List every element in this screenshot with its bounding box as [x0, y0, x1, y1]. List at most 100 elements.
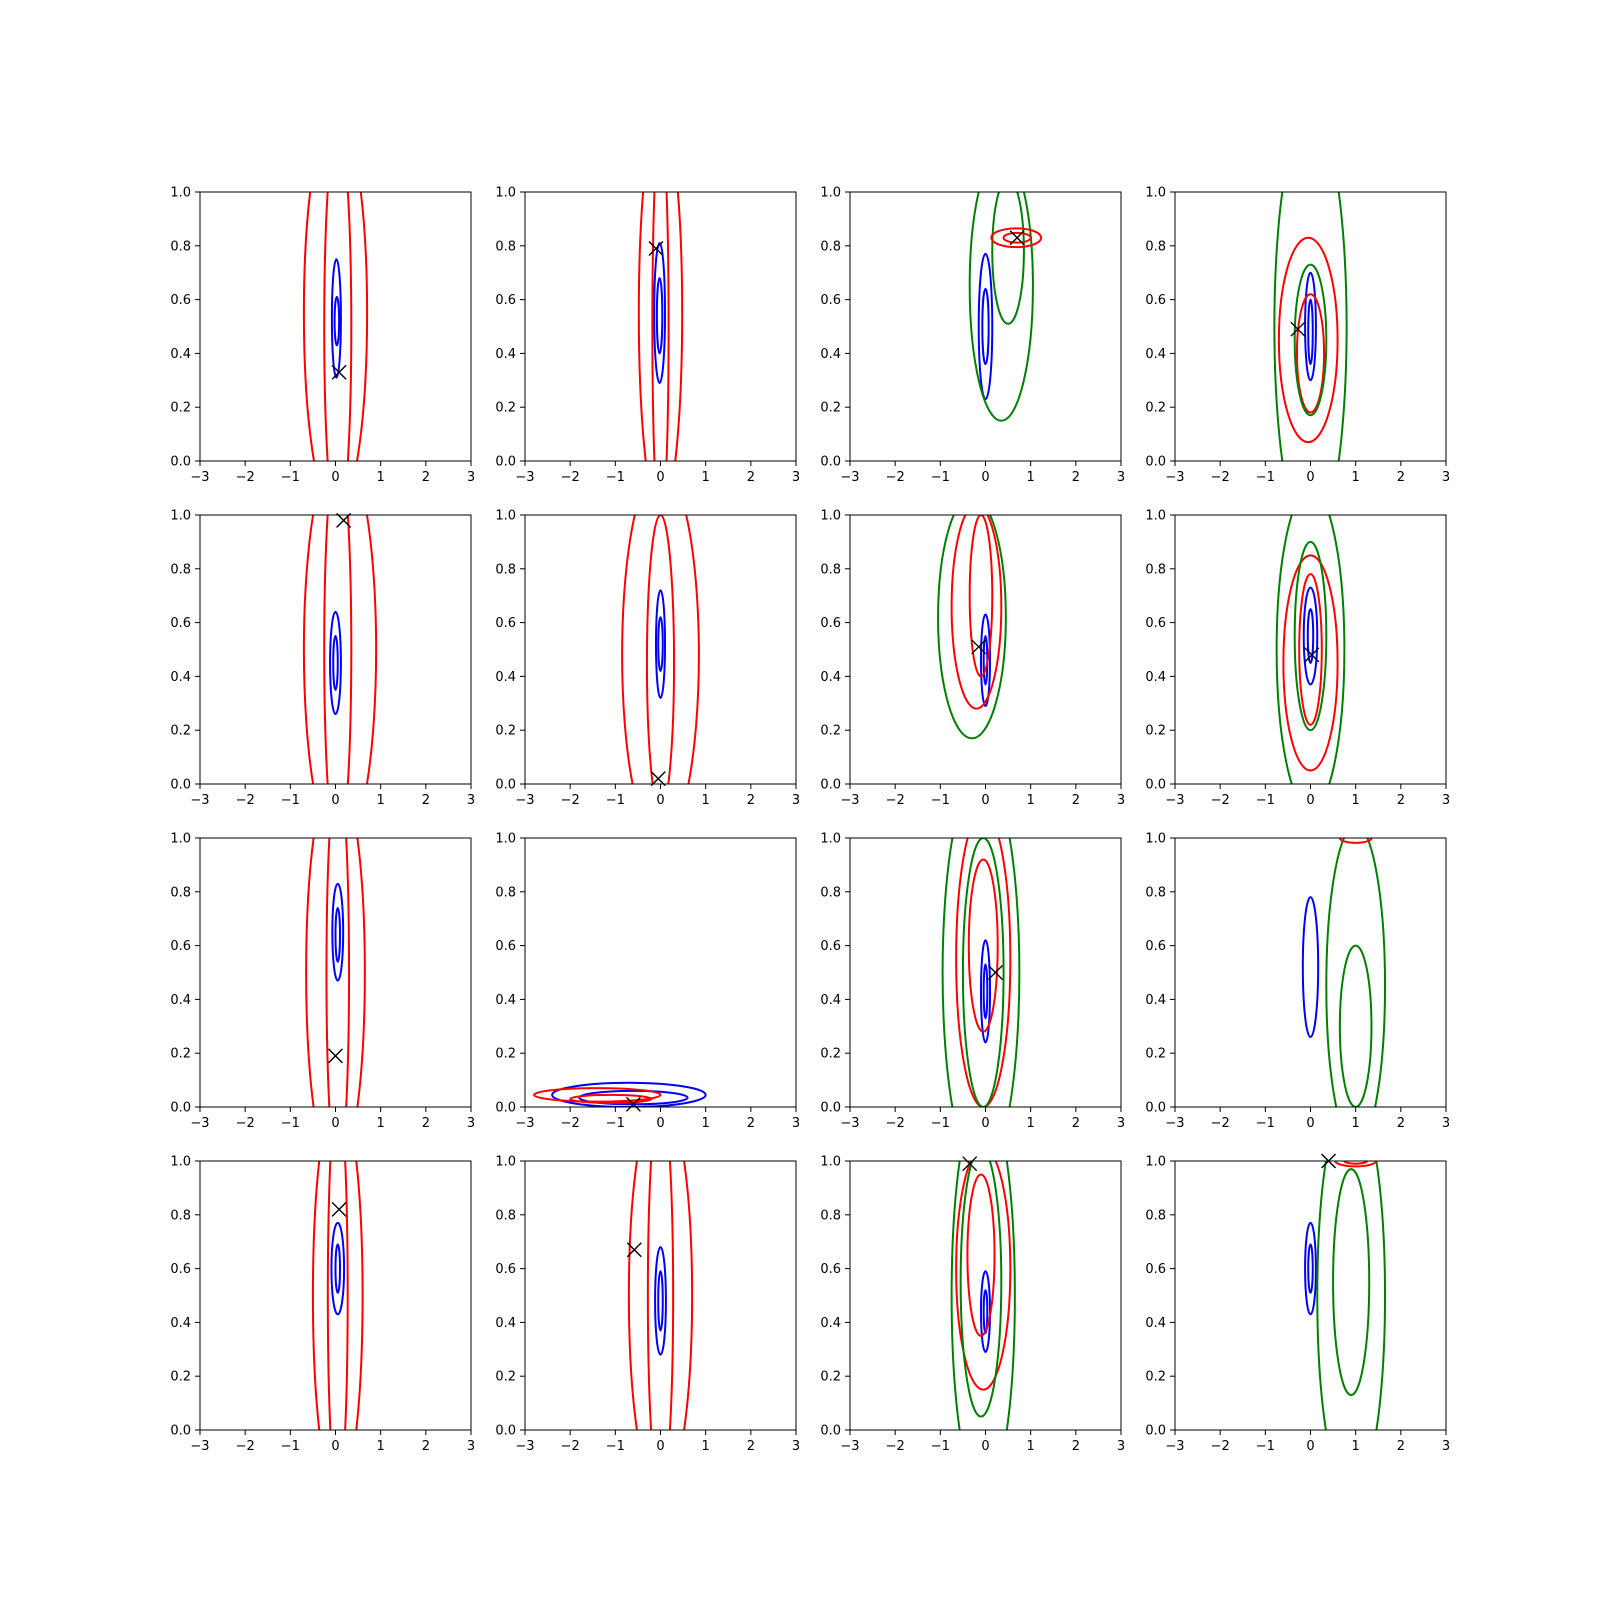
axes-frame	[1174, 837, 1447, 1108]
y-tick-label: 0.4	[170, 670, 191, 685]
x-marker	[962, 1156, 978, 1172]
y-tick-label: 0.0	[170, 1424, 191, 1439]
blue-contour-2	[333, 295, 341, 347]
y-tick-label: 0.8	[170, 562, 191, 577]
y-tick-label: 0.4	[1145, 670, 1166, 685]
blue-contour-1	[979, 1270, 992, 1353]
y-tick-label: 0.0	[820, 778, 841, 793]
red-contour-4	[646, 1161, 675, 1430]
x-tick-label: 2	[1072, 1439, 1080, 1454]
x-tick-label: 2	[422, 1439, 430, 1454]
y-tick-label: 0.0	[1145, 455, 1166, 470]
x-tick-label: −1	[606, 470, 625, 485]
contour-group	[941, 838, 1021, 1107]
x-tick-label: 3	[467, 793, 475, 808]
y-tick-label: 0.2	[170, 401, 191, 416]
x-tick-label: 2	[422, 793, 430, 808]
y-tick-label: 1.0	[495, 186, 516, 201]
y-tick-label: 0.2	[1145, 401, 1166, 416]
red-contour-4	[325, 838, 351, 1107]
contour-group	[627, 1161, 694, 1430]
y-tick-label: 0.4	[495, 1316, 516, 1331]
x-tick-label: 2	[1397, 1439, 1405, 1454]
axes-frame	[849, 837, 1122, 1108]
subplot-9: −3 −2 −1 0 1 2 3 0.0 0.2 0.4 0.6 0.8 1.0	[170, 832, 475, 1132]
contour-group	[637, 192, 684, 461]
y-tick-label: 0.2	[1145, 1047, 1166, 1062]
x-tick-label: −1	[281, 1439, 300, 1454]
x-tick-label: 0	[1306, 793, 1314, 808]
y-tick-label: 0.2	[170, 1047, 191, 1062]
blue-contour-2	[334, 906, 342, 963]
y-tick-label: 0.0	[820, 455, 841, 470]
contour-group	[302, 192, 369, 461]
x-tick-label: 0	[1306, 1116, 1314, 1131]
y-tick-label: 1.0	[820, 832, 841, 847]
x-tick-label: −2	[886, 1116, 905, 1131]
y-tick-label: 0.0	[820, 1424, 841, 1439]
x-tick-label: 0	[656, 470, 664, 485]
red-contour-3	[621, 515, 700, 784]
blue-contour-1	[329, 610, 342, 716]
x-tick-label: 0	[331, 793, 339, 808]
blue-contour-1	[979, 613, 992, 707]
x-tick-label: −3	[840, 1439, 859, 1454]
y-tick-label: 0.4	[170, 993, 191, 1008]
y-tick-label: 0.2	[495, 1047, 516, 1062]
blue-contour-1	[330, 258, 342, 379]
subplot-16: −3 −2 −1 0 1 2 3 0.0 0.2 0.4 0.6 0.8 1.0	[1145, 1153, 1450, 1454]
x-marker	[1290, 321, 1306, 337]
green-contour-3	[1316, 1161, 1387, 1430]
y-tick-label: 0.2	[1145, 724, 1166, 739]
x-tick-label: −1	[1256, 793, 1275, 808]
y-tick-label: 0.2	[170, 724, 191, 739]
x-marker	[625, 1096, 641, 1112]
blue-contour-2	[1307, 298, 1314, 366]
contour-group	[1304, 1161, 1387, 1430]
x-tick-label: −2	[236, 793, 255, 808]
x-tick-label: −3	[1165, 1116, 1184, 1131]
x-tick-label: 0	[656, 793, 664, 808]
y-tick-label: 0.6	[1145, 939, 1166, 954]
y-tick-label: 1.0	[1145, 832, 1166, 847]
blue-contour-2	[334, 1243, 342, 1294]
x-tick-label: −2	[236, 470, 255, 485]
y-tick-label: 1.0	[820, 186, 841, 201]
x-tick-label: 0	[331, 1116, 339, 1131]
blue-contour-1	[1304, 1221, 1317, 1316]
x-tick-label: 1	[377, 1439, 385, 1454]
axes-frame	[1174, 1160, 1447, 1431]
contour-group	[1301, 838, 1387, 1107]
y-tick-label: 0.4	[1145, 347, 1166, 362]
y-tick-label: 0.4	[1145, 993, 1166, 1008]
x-tick-label: 2	[1072, 793, 1080, 808]
red-contour-5	[1334, 1161, 1377, 1168]
x-tick-label: −3	[515, 793, 534, 808]
blue-contour-1	[653, 242, 667, 384]
y-tick-label: 0.8	[820, 239, 841, 254]
green-contour-4	[1332, 1168, 1371, 1397]
x-tick-label: 1	[1352, 1116, 1360, 1131]
y-tick-label: 0.8	[495, 239, 516, 254]
subplot-8: −3 −2 −1 0 1 2 3 0.0 0.2 0.4 0.6 0.8 1.0	[1145, 509, 1450, 809]
x-tick-label: 1	[1027, 470, 1035, 485]
x-tick-label: −3	[840, 470, 859, 485]
y-tick-label: 0.6	[495, 1262, 516, 1277]
red-contour-3	[302, 192, 369, 461]
y-tick-label: 1.0	[495, 1155, 516, 1170]
y-tick-label: 0.2	[820, 1047, 841, 1062]
subplot-6: −3 −2 −1 0 1 2 3 0.0 0.2 0.4 0.6 0.8 1.0	[495, 509, 800, 809]
x-marker	[336, 512, 352, 528]
y-tick-label: 1.0	[1145, 1155, 1166, 1170]
y-tick-label: 0.6	[495, 293, 516, 308]
x-tick-label: 1	[1027, 1116, 1035, 1131]
x-tick-label: 3	[792, 793, 800, 808]
x-marker	[1304, 647, 1320, 663]
red-contour-4	[1298, 573, 1323, 726]
red-contour-4	[967, 858, 999, 1033]
x-tick-label: −3	[515, 470, 534, 485]
subplot-14: −3 −2 −1 0 1 2 3 0.0 0.2 0.4 0.6 0.8 1.0	[495, 1155, 800, 1455]
x-tick-label: 3	[1442, 1439, 1450, 1454]
x-tick-label: −1	[281, 470, 300, 485]
